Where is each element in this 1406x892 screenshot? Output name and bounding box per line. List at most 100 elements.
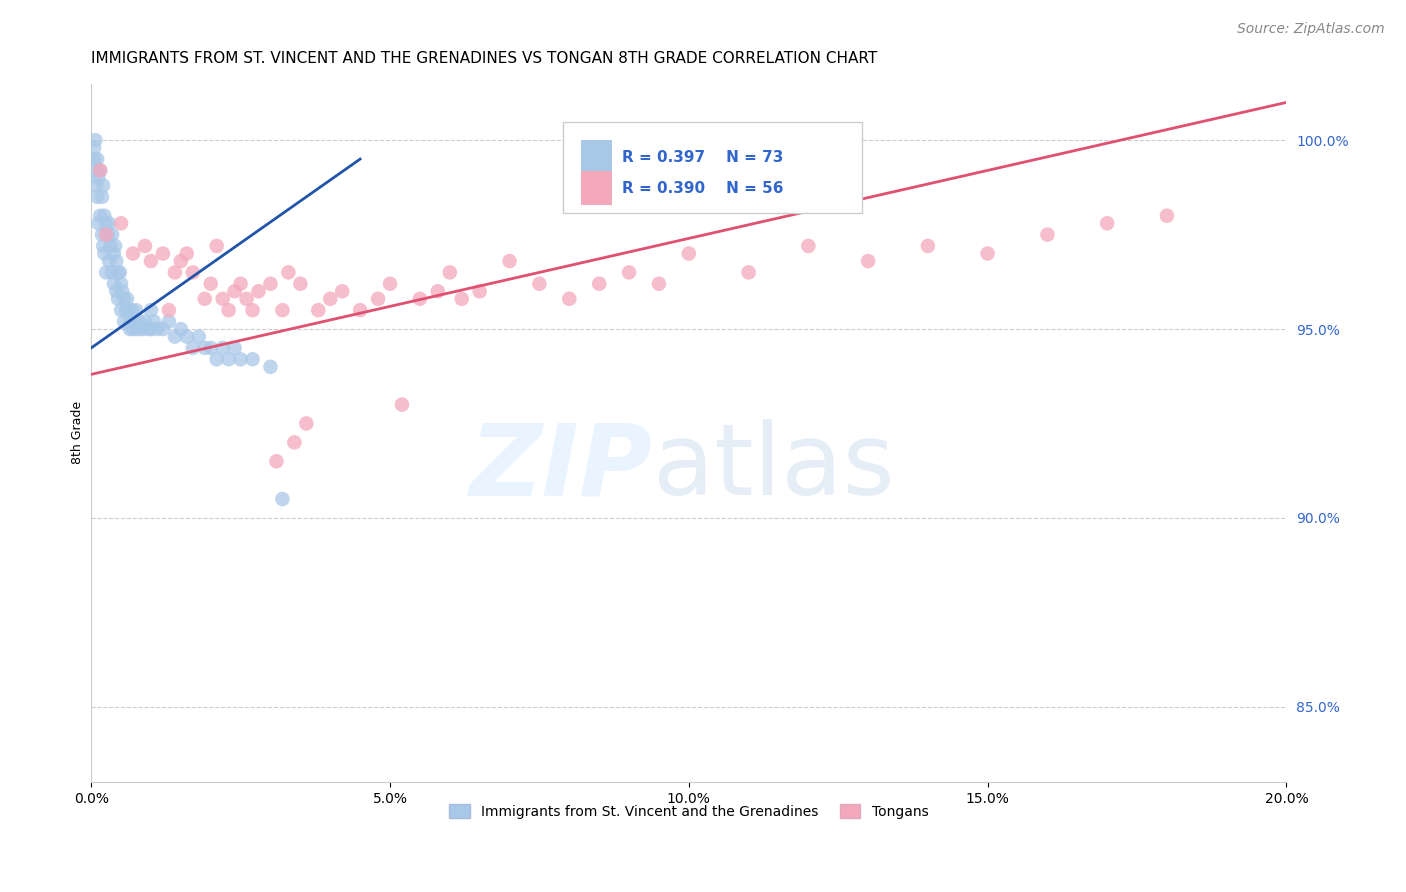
Point bbox=[330, 285, 353, 299]
Point bbox=[97, 227, 120, 242]
Point bbox=[84, 178, 107, 193]
Point bbox=[103, 246, 125, 260]
Point bbox=[87, 216, 110, 230]
Point bbox=[101, 265, 124, 279]
Point bbox=[426, 285, 449, 299]
Point bbox=[242, 352, 264, 367]
Point bbox=[110, 277, 132, 291]
Point bbox=[86, 152, 108, 166]
Point bbox=[187, 329, 209, 343]
Point bbox=[122, 314, 145, 328]
Point bbox=[917, 239, 939, 253]
Point bbox=[588, 277, 610, 291]
Point bbox=[94, 227, 117, 242]
Point bbox=[146, 322, 169, 336]
Point bbox=[242, 303, 264, 318]
Point bbox=[194, 341, 217, 355]
Point bbox=[224, 341, 246, 355]
Point bbox=[194, 292, 217, 306]
Text: R = 0.397    N = 73: R = 0.397 N = 73 bbox=[621, 150, 783, 165]
Point bbox=[247, 285, 270, 299]
Point bbox=[142, 314, 165, 328]
Point bbox=[107, 292, 129, 306]
Point bbox=[1156, 209, 1178, 223]
Point bbox=[152, 322, 174, 336]
Point bbox=[349, 303, 371, 318]
Point bbox=[290, 277, 312, 291]
Point bbox=[307, 303, 329, 318]
Point bbox=[163, 329, 186, 343]
Point bbox=[134, 239, 156, 253]
Point bbox=[105, 254, 128, 268]
Point bbox=[115, 292, 138, 306]
Point bbox=[89, 209, 111, 223]
Point bbox=[211, 292, 233, 306]
Point bbox=[439, 265, 461, 279]
Point bbox=[98, 216, 121, 230]
Point bbox=[259, 277, 281, 291]
Point bbox=[83, 152, 105, 166]
Point bbox=[498, 254, 520, 268]
Point bbox=[259, 359, 281, 374]
Y-axis label: 8th Grade: 8th Grade bbox=[72, 401, 84, 465]
Point bbox=[112, 314, 135, 328]
Point bbox=[98, 254, 121, 268]
Point bbox=[450, 292, 472, 306]
Point bbox=[224, 285, 246, 299]
Point bbox=[163, 265, 186, 279]
Text: ZIP: ZIP bbox=[470, 419, 652, 516]
Point bbox=[157, 303, 180, 318]
Point bbox=[648, 277, 671, 291]
Point bbox=[110, 303, 132, 318]
Point bbox=[218, 352, 240, 367]
Point bbox=[617, 265, 640, 279]
Point bbox=[94, 216, 117, 230]
Point bbox=[266, 454, 288, 468]
Point bbox=[271, 491, 294, 506]
Point bbox=[91, 239, 114, 253]
Point bbox=[229, 352, 252, 367]
Point bbox=[558, 292, 581, 306]
Point bbox=[737, 265, 759, 279]
Point bbox=[122, 246, 145, 260]
Point bbox=[678, 246, 700, 260]
Point bbox=[105, 285, 128, 299]
Point bbox=[91, 190, 114, 204]
Point bbox=[181, 265, 204, 279]
Point bbox=[856, 254, 879, 268]
Point bbox=[122, 322, 145, 336]
Point bbox=[91, 178, 114, 193]
FancyBboxPatch shape bbox=[564, 122, 862, 213]
Point bbox=[468, 285, 491, 299]
Point bbox=[94, 265, 117, 279]
Point bbox=[89, 163, 111, 178]
Point bbox=[107, 265, 129, 279]
Point bbox=[134, 314, 156, 328]
Point bbox=[118, 322, 141, 336]
Point bbox=[529, 277, 551, 291]
Point bbox=[93, 209, 115, 223]
Point bbox=[152, 246, 174, 260]
Point bbox=[84, 133, 107, 147]
Point bbox=[125, 303, 148, 318]
Point bbox=[128, 314, 150, 328]
Point bbox=[131, 322, 153, 336]
Point bbox=[391, 398, 413, 412]
Point bbox=[319, 292, 342, 306]
Point bbox=[235, 292, 257, 306]
Point bbox=[218, 303, 240, 318]
Point bbox=[98, 239, 121, 253]
Point bbox=[170, 322, 193, 336]
Point bbox=[139, 303, 162, 318]
Text: IMMIGRANTS FROM ST. VINCENT AND THE GRENADINES VS TONGAN 8TH GRADE CORRELATION C: IMMIGRANTS FROM ST. VINCENT AND THE GREN… bbox=[91, 51, 877, 66]
Point bbox=[205, 352, 228, 367]
Text: R = 0.390    N = 56: R = 0.390 N = 56 bbox=[621, 181, 783, 196]
Point bbox=[86, 190, 108, 204]
Point bbox=[127, 322, 149, 336]
Point bbox=[93, 246, 115, 260]
Point bbox=[139, 254, 162, 268]
Point bbox=[101, 227, 124, 242]
Text: Source: ZipAtlas.com: Source: ZipAtlas.com bbox=[1237, 22, 1385, 37]
Point bbox=[229, 277, 252, 291]
Point bbox=[1095, 216, 1118, 230]
